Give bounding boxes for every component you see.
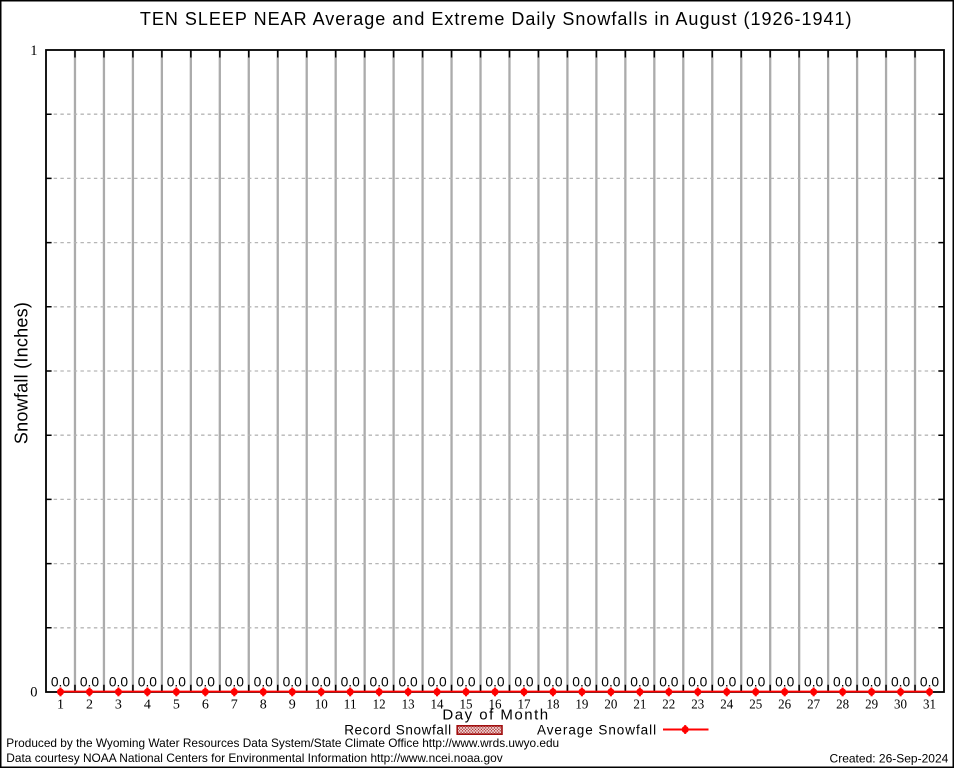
svg-text:0.0: 0.0 xyxy=(138,675,158,690)
svg-text:14: 14 xyxy=(431,698,444,713)
svg-text:13: 13 xyxy=(402,698,415,713)
svg-text:0.0: 0.0 xyxy=(630,675,650,690)
svg-text:8: 8 xyxy=(260,698,267,713)
svg-text:0.0: 0.0 xyxy=(109,675,129,690)
svg-text:29: 29 xyxy=(865,698,878,713)
svg-text:Created: 26-Sep-2024: Created: 26-Sep-2024 xyxy=(830,752,949,766)
svg-text:0.0: 0.0 xyxy=(543,675,563,690)
svg-text:26: 26 xyxy=(778,698,791,713)
svg-text:0.0: 0.0 xyxy=(485,675,505,690)
svg-text:0.0: 0.0 xyxy=(717,675,737,690)
svg-text:21: 21 xyxy=(633,698,646,713)
svg-text:15: 15 xyxy=(460,698,473,713)
svg-text:0.0: 0.0 xyxy=(341,675,361,690)
svg-text:10: 10 xyxy=(315,698,328,713)
svg-text:0.0: 0.0 xyxy=(167,675,187,690)
svg-text:Data courtesy NOAA National Ce: Data courtesy NOAA National Centers for … xyxy=(6,751,502,765)
svg-text:6: 6 xyxy=(202,698,209,713)
svg-text:0.0: 0.0 xyxy=(804,675,824,690)
svg-text:27: 27 xyxy=(807,698,820,713)
svg-text:20: 20 xyxy=(604,698,617,713)
svg-text:11: 11 xyxy=(344,698,357,713)
svg-text:0.0: 0.0 xyxy=(572,675,592,690)
svg-text:18: 18 xyxy=(546,698,559,713)
svg-text:5: 5 xyxy=(173,698,180,713)
svg-text:24: 24 xyxy=(720,698,733,713)
svg-text:0.0: 0.0 xyxy=(862,675,882,690)
svg-text:1: 1 xyxy=(57,698,64,713)
svg-text:0.0: 0.0 xyxy=(891,675,911,690)
svg-text:25: 25 xyxy=(749,698,762,713)
svg-text:0.0: 0.0 xyxy=(80,675,100,690)
svg-text:0.0: 0.0 xyxy=(254,675,274,690)
svg-text:0.0: 0.0 xyxy=(746,675,766,690)
svg-text:TEN SLEEP NEAR Average and Ext: TEN SLEEP NEAR Average and Extreme Daily… xyxy=(140,9,853,29)
svg-text:0.0: 0.0 xyxy=(514,675,534,690)
svg-text:0.0: 0.0 xyxy=(427,675,447,690)
svg-text:0.0: 0.0 xyxy=(312,675,332,690)
svg-text:17: 17 xyxy=(517,698,530,713)
svg-text:12: 12 xyxy=(373,698,386,713)
svg-text:Record Snowfall: Record Snowfall xyxy=(344,722,452,737)
svg-text:0.0: 0.0 xyxy=(601,675,621,690)
svg-text:Day of Month: Day of Month xyxy=(442,707,549,724)
svg-text:7: 7 xyxy=(231,698,238,713)
svg-text:0.0: 0.0 xyxy=(659,675,679,690)
svg-text:30: 30 xyxy=(894,698,907,713)
svg-text:0.0: 0.0 xyxy=(196,675,216,690)
svg-text:1: 1 xyxy=(30,43,37,59)
svg-text:0.0: 0.0 xyxy=(283,675,303,690)
svg-text:28: 28 xyxy=(836,698,849,713)
svg-text:0.0: 0.0 xyxy=(688,675,708,690)
svg-text:22: 22 xyxy=(662,698,675,713)
svg-text:Snowfall (Inches): Snowfall (Inches) xyxy=(12,302,32,444)
svg-text:3: 3 xyxy=(115,698,122,713)
svg-text:0.0: 0.0 xyxy=(920,675,940,690)
svg-text:0.0: 0.0 xyxy=(456,675,476,690)
svg-text:19: 19 xyxy=(575,698,588,713)
svg-text:2: 2 xyxy=(86,698,93,713)
svg-text:Produced by the Wyoming Water: Produced by the Wyoming Water Resources … xyxy=(6,736,559,750)
svg-text:31: 31 xyxy=(923,698,936,713)
svg-text:0.0: 0.0 xyxy=(399,675,419,690)
svg-text:4: 4 xyxy=(144,698,151,713)
svg-text:9: 9 xyxy=(289,698,296,713)
svg-text:0.0: 0.0 xyxy=(225,675,245,690)
svg-text:16: 16 xyxy=(489,698,502,713)
svg-text:Average Snowfall: Average Snowfall xyxy=(537,722,657,737)
svg-text:0: 0 xyxy=(30,685,37,701)
svg-text:0.0: 0.0 xyxy=(775,675,795,690)
svg-text:0.0: 0.0 xyxy=(51,675,71,690)
svg-text:0.0: 0.0 xyxy=(833,675,853,690)
svg-text:0.0: 0.0 xyxy=(370,675,390,690)
svg-text:23: 23 xyxy=(691,698,704,713)
